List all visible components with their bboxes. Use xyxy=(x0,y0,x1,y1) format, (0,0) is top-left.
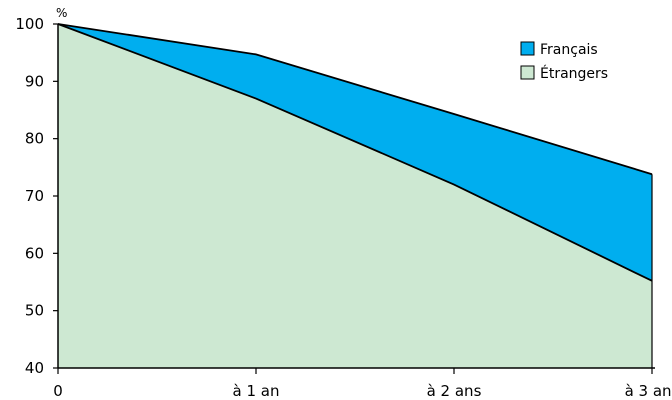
legend-label: Français xyxy=(540,42,598,58)
y-unit-label: % xyxy=(56,6,67,20)
area-etrangers xyxy=(58,24,652,368)
legend-swatch xyxy=(520,65,535,80)
y-tick-label: 70 xyxy=(25,187,44,205)
legend: Français Étrangers xyxy=(520,41,608,82)
x-tick-label: à 1 an xyxy=(233,382,280,400)
x-ticks: 0 à 1 an à 2 ans à 3 ans xyxy=(53,368,672,400)
y-tick-label: 60 xyxy=(25,244,44,262)
series-lines-layer xyxy=(57,23,653,368)
y-tick-label: 80 xyxy=(25,130,44,148)
y-tick-label: 50 xyxy=(25,302,44,320)
legend-label: Étrangers xyxy=(540,65,608,82)
legend-swatch xyxy=(520,41,535,56)
area-francais xyxy=(58,24,652,281)
area-series-layer xyxy=(58,24,652,368)
line-francais xyxy=(57,23,653,176)
y-ticks: 40 50 60 70 80 90 100 xyxy=(15,15,58,377)
line-etrangers xyxy=(57,23,653,282)
y-tick-label: 40 xyxy=(25,359,44,377)
x-tick-label: à 2 ans xyxy=(427,382,482,400)
y-tick-label: 90 xyxy=(25,72,44,90)
y-tick-label: 100 xyxy=(15,15,44,33)
x-tick-label: 0 xyxy=(53,382,63,400)
x-tick-label: à 3 ans xyxy=(625,382,672,400)
